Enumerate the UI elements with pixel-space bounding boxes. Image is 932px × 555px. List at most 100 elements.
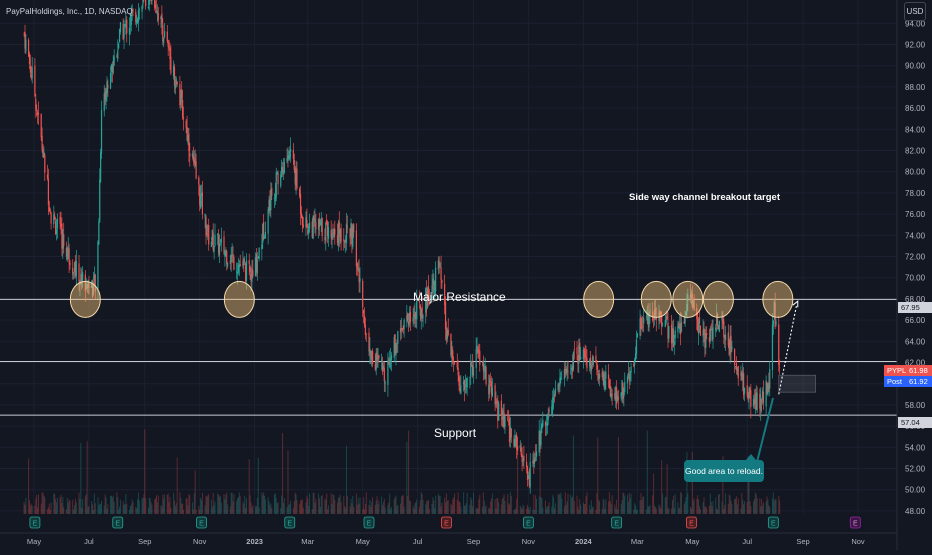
volume-bar [741, 492, 743, 514]
volume-bar [636, 509, 638, 514]
candle-body [572, 351, 575, 370]
volume-bar [100, 504, 102, 514]
volume-bar [245, 507, 247, 514]
volume-bar [339, 494, 341, 514]
candle-body [273, 198, 276, 199]
volume-bar [659, 506, 661, 514]
candle-body [313, 216, 315, 220]
candle-body [721, 316, 723, 321]
candle-body [779, 367, 781, 369]
volume-bar [502, 497, 504, 514]
candle-body [188, 133, 190, 151]
candle-body [37, 112, 40, 115]
candle-body [538, 430, 540, 453]
candle-body [163, 38, 165, 44]
volume-bar [602, 498, 604, 514]
volume-bar [296, 500, 298, 514]
volume-bar [590, 509, 592, 514]
candle-body [566, 368, 568, 373]
volume-bar [635, 509, 637, 514]
candle-body [333, 229, 335, 237]
volume-bar [201, 500, 203, 514]
horizontal-levels [0, 298, 897, 416]
candle-body [617, 397, 620, 400]
time-tick-label: Jul [84, 537, 94, 546]
volume-bar [689, 506, 691, 514]
price-tick-label: 54.00 [905, 443, 926, 452]
candle-body [117, 50, 119, 60]
volume-bar [759, 498, 761, 514]
volume-bar [605, 499, 607, 514]
price-tick-label: 52.00 [905, 465, 926, 474]
candle-body [126, 19, 128, 34]
volume-bar [699, 509, 701, 514]
touch-circle [640, 280, 672, 318]
price-tick-label: 76.00 [905, 210, 926, 219]
volume-bar [311, 508, 313, 514]
volume-bar [755, 494, 757, 514]
volume-bar [381, 496, 383, 514]
candle-body [488, 384, 490, 395]
candle-body [592, 356, 594, 366]
volume-bar [382, 505, 384, 514]
volume-bar [579, 499, 581, 514]
volume-bar [306, 495, 308, 514]
volume-bar [368, 504, 370, 514]
volume-bar [584, 504, 586, 514]
candle-body [69, 262, 71, 266]
candle-body [778, 324, 780, 366]
candle-body [715, 327, 717, 331]
volume-bar [680, 493, 682, 514]
time-tick-label: 2023 [246, 537, 263, 546]
volume-bar [346, 496, 348, 514]
candle-body [225, 250, 227, 255]
candle-body [558, 383, 560, 385]
volume-bar [534, 509, 536, 514]
volume-bar [344, 505, 346, 514]
volume-bar [479, 494, 481, 514]
candle-body [211, 230, 213, 240]
volume-bar [704, 506, 706, 514]
candle-body [645, 315, 647, 317]
candle-body [46, 174, 49, 179]
volume-bar [194, 470, 196, 514]
price-tick-label: 90.00 [905, 62, 926, 71]
candle-body [182, 117, 185, 120]
earnings-marker-label: E [444, 521, 449, 528]
volume-bar [529, 506, 531, 514]
volume-bar [314, 502, 316, 514]
volume-bar [156, 502, 158, 514]
candle-body [122, 23, 124, 40]
volume-bar [515, 508, 517, 514]
volume-bar [283, 497, 285, 514]
candle-body [29, 66, 31, 73]
volume-bar [143, 494, 145, 514]
candle-body [59, 216, 61, 224]
callout-pointer [756, 397, 774, 463]
volume-bar [189, 495, 191, 514]
candle-body [565, 368, 567, 374]
volume-bar [572, 496, 574, 514]
candle-body [414, 311, 416, 320]
candle-body [647, 312, 649, 326]
candle-body [773, 301, 775, 319]
candle-body [544, 422, 547, 426]
volume-bar [280, 507, 282, 514]
volume-bar [771, 498, 773, 514]
currency-button[interactable]: USD [904, 2, 926, 21]
volume-bar [687, 493, 689, 514]
volume-bar [397, 504, 399, 514]
candles [23, 0, 781, 494]
candle-body [36, 110, 38, 112]
volume-bar [382, 501, 384, 514]
volume-bar [756, 498, 758, 514]
candle-body [627, 372, 629, 376]
candle-body [395, 342, 397, 356]
volume-bar [147, 507, 149, 514]
volume-bar [237, 498, 239, 514]
candle-body [237, 264, 240, 273]
earnings-marker-label: E [526, 521, 531, 528]
candle-body [356, 263, 358, 269]
